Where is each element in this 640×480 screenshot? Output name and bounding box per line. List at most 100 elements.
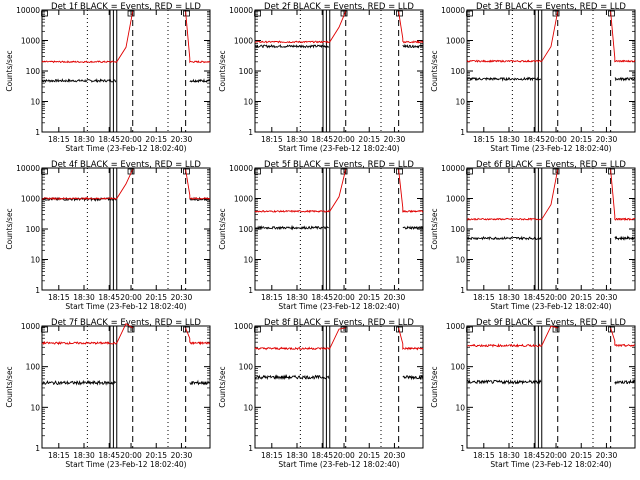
marker-box xyxy=(254,326,261,333)
x-tick-label: 20:30 xyxy=(384,135,406,144)
events-series-line xyxy=(466,379,542,385)
x-tick-label: 20:30 xyxy=(171,451,193,460)
y-tick-label: 1000 xyxy=(21,195,40,204)
x-tick-label: 18:30 xyxy=(73,451,95,460)
marker-box xyxy=(340,168,348,175)
x-tick-label: 18:15 xyxy=(48,293,70,302)
x-axis-label: Start Time (23-Feb-12 18:02:40) xyxy=(278,460,399,469)
y-tick-label: 1 xyxy=(460,286,465,295)
x-tick-label: 20:30 xyxy=(171,135,193,144)
y-tick-label: 1000 xyxy=(446,37,465,46)
x-tick-label: 18:15 xyxy=(261,293,283,302)
y-axis-label: Counts/sec xyxy=(430,50,439,91)
x-tick-label: 18:45 xyxy=(98,293,120,302)
x-tick-label: 18:30 xyxy=(286,135,308,144)
marker-box xyxy=(254,168,261,175)
lld-series-line xyxy=(466,11,559,63)
lld-series-line xyxy=(254,169,347,214)
x-axis-label: Start Time (23-Feb-12 18:02:40) xyxy=(490,460,611,469)
x-tick-label: 20:00 xyxy=(545,135,567,144)
panel-det-9: Det 9f BLACK = Events, RED = LLD 1 10 100 10… xyxy=(430,318,636,469)
y-tick-label: 10000 xyxy=(229,6,253,15)
events-series-line xyxy=(614,235,636,241)
x-tick-label: 20:15 xyxy=(145,135,167,144)
y-axis-label: Counts/sec xyxy=(218,50,227,91)
marker-box xyxy=(254,10,261,17)
plot-frame xyxy=(466,325,636,449)
y-tick-label: 10 xyxy=(455,98,465,107)
events-series-line xyxy=(255,373,330,381)
y-tick-label: 10 xyxy=(243,98,253,107)
lld-series-line xyxy=(185,169,211,201)
events-series-line xyxy=(614,76,636,82)
y-tick-label: 10000 xyxy=(441,164,465,173)
x-axis-label: Start Time (23-Feb-12 18:02:40) xyxy=(65,460,186,469)
x-tick-label: 18:45 xyxy=(98,451,120,460)
y-tick-label: 100 xyxy=(451,363,466,372)
marker-box xyxy=(552,326,560,333)
lld-series-line xyxy=(185,11,211,64)
lld-series-line xyxy=(41,323,133,346)
y-tick-label: 1000 xyxy=(234,37,253,46)
y-axis-label: Counts/sec xyxy=(430,366,439,407)
plot-frame xyxy=(254,325,424,449)
lld-series-line xyxy=(398,327,424,351)
y-tick-label: 1 xyxy=(35,128,40,137)
lld-series-line xyxy=(42,169,134,201)
marker-box xyxy=(552,168,560,175)
x-tick-label: 18:30 xyxy=(498,293,520,302)
y-tick-label: 1000 xyxy=(446,195,465,204)
panel-det-8: Det 8f BLACK = Events, RED = LLD 1 10 100 10… xyxy=(218,318,424,469)
y-tick-label: 10000 xyxy=(16,6,40,15)
x-tick-label: 20:15 xyxy=(145,293,167,302)
x-tick-label: 20:00 xyxy=(545,451,567,460)
panel-title: Det 6f BLACK = Events, RED = LLD xyxy=(476,160,626,170)
y-tick-label: 100 xyxy=(451,225,466,234)
marker-box xyxy=(608,10,615,17)
y-tick-label: 1 xyxy=(460,128,465,137)
y-tick-label: 10 xyxy=(243,403,253,412)
panel-title: Det 3f BLACK = Events, RED = LLD xyxy=(476,2,626,12)
y-tick-label: 10 xyxy=(30,98,40,107)
panel-det-1: Det 1f BLACK = Events, RED = LLD 1 10 100 10… xyxy=(5,2,211,153)
x-tick-label: 20:00 xyxy=(545,293,567,302)
x-tick-label: 20:15 xyxy=(145,451,167,460)
plot-frame xyxy=(466,167,636,291)
y-tick-label: 100 xyxy=(239,67,254,76)
panel-det-4: Det 4f BLACK = Events, RED = LLD 1 10 100 10… xyxy=(5,160,211,311)
y-tick-label: 100 xyxy=(26,67,41,76)
x-tick-label: 18:30 xyxy=(73,135,95,144)
x-tick-label: 20:00 xyxy=(333,135,355,144)
events-series-line xyxy=(402,225,424,231)
y-tick-label: 1000 xyxy=(234,195,253,204)
x-tick-label: 18:30 xyxy=(498,451,520,460)
events-series-line xyxy=(466,76,542,82)
events-series-line xyxy=(254,44,330,49)
y-axis-label: Counts/sec xyxy=(5,366,14,407)
x-tick-label: 20:00 xyxy=(333,451,355,460)
x-tick-label: 18:15 xyxy=(261,451,283,460)
x-tick-label: 18:15 xyxy=(473,451,495,460)
x-tick-label: 20:00 xyxy=(120,293,142,302)
panel-det-5: Det 5f BLACK = Events, RED = LLD 1 10 100 10… xyxy=(218,160,424,311)
x-tick-label: 20:30 xyxy=(596,135,618,144)
y-tick-label: 10000 xyxy=(16,164,40,173)
y-tick-label: 1000 xyxy=(446,322,465,331)
x-tick-label: 18:30 xyxy=(73,293,95,302)
y-tick-label: 1 xyxy=(248,286,253,295)
x-axis-label: Start Time (23-Feb-12 18:02:40) xyxy=(65,302,186,311)
marker-box xyxy=(41,168,48,175)
lld-series-line xyxy=(41,11,134,64)
marker-box xyxy=(466,326,473,333)
x-tick-label: 20:30 xyxy=(171,293,193,302)
x-tick-label: 18:45 xyxy=(523,135,545,144)
x-tick-label: 18:30 xyxy=(498,135,520,144)
y-tick-label: 100 xyxy=(239,363,254,372)
x-axis-label: Start Time (23-Feb-12 18:02:40) xyxy=(490,144,611,153)
x-tick-label: 18:15 xyxy=(473,135,495,144)
x-tick-label: 20:15 xyxy=(358,451,380,460)
marker-box xyxy=(41,326,48,333)
events-series-line xyxy=(402,374,424,381)
x-tick-label: 18:45 xyxy=(98,135,120,144)
